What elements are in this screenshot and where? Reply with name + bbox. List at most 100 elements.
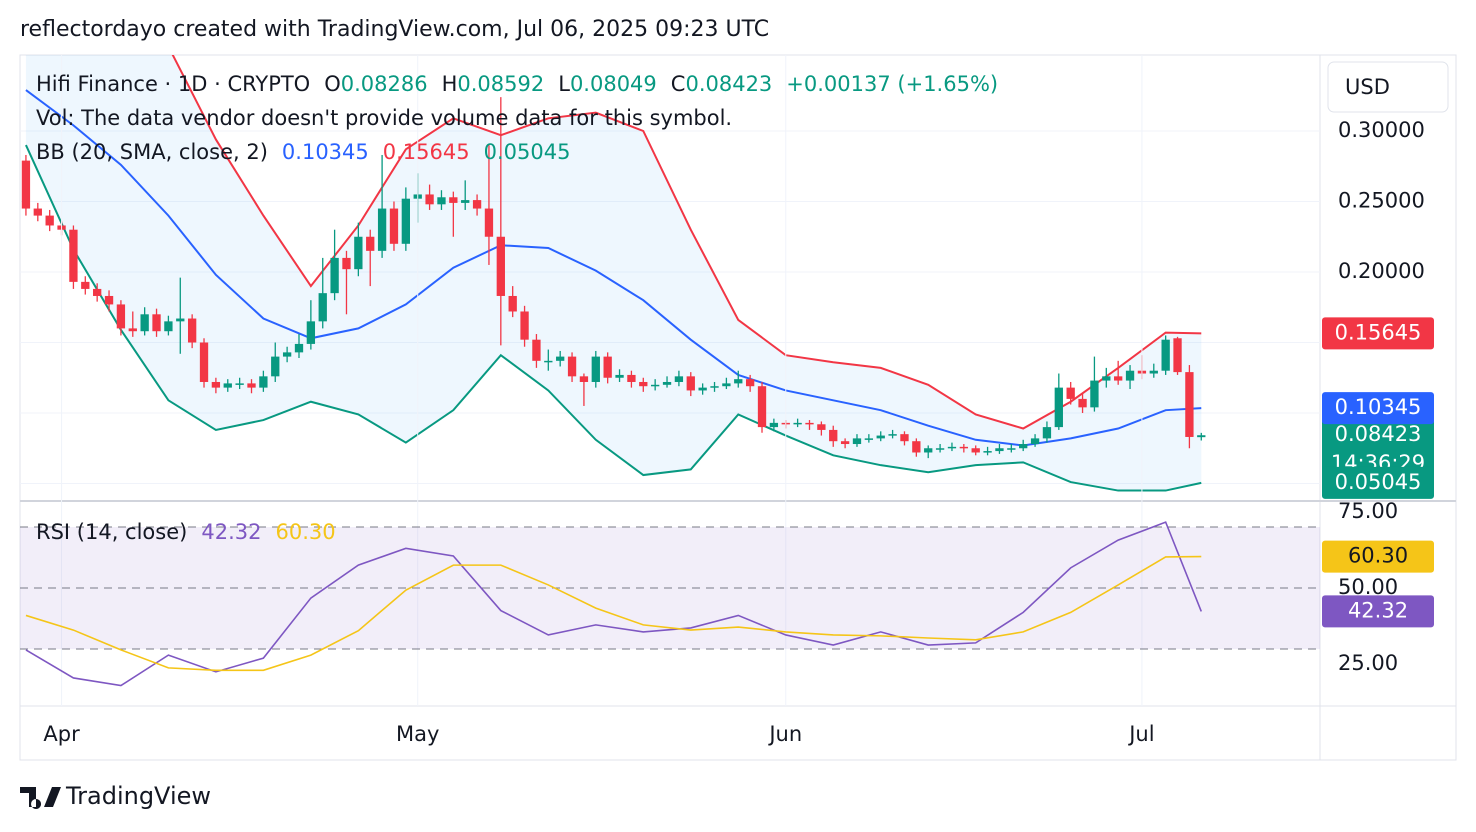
candle-body [259, 376, 268, 388]
candle-body [1185, 372, 1194, 437]
candle-body [437, 197, 446, 205]
bb-label: BB (20, SMA, close, 2) [36, 140, 268, 164]
candle-body [176, 318, 185, 322]
y-tick-label: 75.00 [1338, 499, 1398, 523]
ohlc-value: 0.08286 [341, 72, 428, 96]
x-tick-label: Jul [1127, 722, 1154, 746]
candle-body [223, 383, 232, 388]
rsi-label: RSI (14, close) [36, 520, 187, 544]
candle-body [104, 295, 114, 305]
candle-body [140, 314, 149, 332]
band-line [25, 144, 1202, 492]
ohlc-label: L [558, 72, 570, 96]
candle-body [199, 342, 209, 382]
candle-body [461, 200, 470, 203]
y-tick-label: 50.00 [1338, 575, 1398, 599]
footer-text: TradingView [65, 782, 211, 810]
band-line [25, 89, 1202, 447]
bb-value: 0.10345 [282, 140, 369, 164]
candle-body [567, 356, 577, 377]
candle-body [722, 383, 731, 387]
candle-body [805, 422, 814, 425]
x-tick-label: Apr [43, 722, 80, 746]
candle-body [876, 435, 885, 439]
header: reflectordayo created with TradingView.c… [20, 17, 769, 42]
candle-body [69, 229, 78, 282]
currency-box[interactable] [1327, 61, 1449, 113]
band-line [171, 55, 1202, 430]
candle-body [769, 422, 779, 428]
candle-body [1149, 370, 1158, 374]
candle-body [235, 383, 244, 385]
candle-body [924, 448, 933, 453]
candle-body [1054, 387, 1063, 428]
candle-body [520, 311, 529, 340]
candle-body [377, 208, 387, 251]
candle-body [271, 356, 280, 377]
ohlc-value: 0.08592 [457, 72, 544, 96]
candle-body [472, 200, 482, 209]
candle-body [639, 381, 648, 387]
rsi-value: 42.32 [201, 520, 261, 544]
candle-body [947, 446, 957, 449]
ohlc-label: H [442, 72, 458, 96]
price-pane [20, 55, 1320, 492]
rsi-value: 60.30 [275, 520, 335, 544]
candle-body [81, 281, 90, 289]
candle-body [318, 293, 327, 322]
y-tick-label: 25.00 [1338, 651, 1398, 675]
candle-body [579, 376, 589, 382]
candle-body [401, 198, 410, 244]
candle-body [651, 384, 660, 387]
footer-logo: TradingView [20, 782, 211, 810]
candle-body [686, 376, 695, 391]
candle-body [1102, 376, 1111, 381]
candle-body [710, 386, 719, 388]
band-badge [1322, 317, 1434, 350]
candle-body [93, 288, 102, 296]
volume-note: Vol: The data vendor doesn't provide vol… [36, 106, 732, 130]
candle-body [330, 257, 339, 294]
candle-body [544, 360, 553, 363]
candle-body [425, 194, 434, 205]
candle-body [745, 379, 755, 387]
rsi-badge [1322, 595, 1434, 628]
candle-body [1042, 427, 1052, 439]
y-tick-label: 0.20000 [1338, 259, 1425, 283]
last-price-badge-text: 0.08423 [1335, 422, 1422, 446]
y-tick-label: 0.30000 [1338, 118, 1425, 142]
candle-body [995, 448, 1004, 452]
candle-body [615, 374, 624, 378]
band-fill [25, 55, 1202, 491]
candle-body [1090, 380, 1099, 408]
candle-body [508, 295, 517, 312]
x-tick-label: May [396, 722, 439, 746]
rsi-badge-text: 42.32 [1348, 598, 1408, 622]
candle-body [757, 386, 767, 428]
candle-body [829, 429, 838, 442]
candle-body [1030, 438, 1040, 445]
candle-body [591, 356, 600, 382]
change: +0.00137 (+1.65%) [786, 72, 998, 96]
candle-body [1161, 339, 1170, 371]
ohlc-label: O [324, 72, 341, 96]
candle-body [1114, 376, 1123, 381]
candle-body [342, 257, 351, 270]
candle-body [983, 451, 992, 453]
candle-body [817, 424, 826, 430]
candle-body [1007, 448, 1016, 450]
y-tick-label: 0.25000 [1338, 189, 1425, 213]
candle-body [1125, 370, 1135, 381]
candle-body [496, 236, 505, 296]
candle-body [959, 446, 968, 449]
candle-body [449, 197, 458, 203]
bb-value: 0.15645 [383, 140, 470, 164]
candle-body [484, 208, 494, 237]
candle-body [603, 356, 612, 378]
candle-body [912, 441, 921, 453]
frame [19, 54, 1457, 761]
candle-body [1066, 387, 1075, 399]
candle-body [864, 438, 874, 440]
candle-body [294, 343, 304, 353]
ohlc-value: 0.08049 [570, 72, 657, 96]
